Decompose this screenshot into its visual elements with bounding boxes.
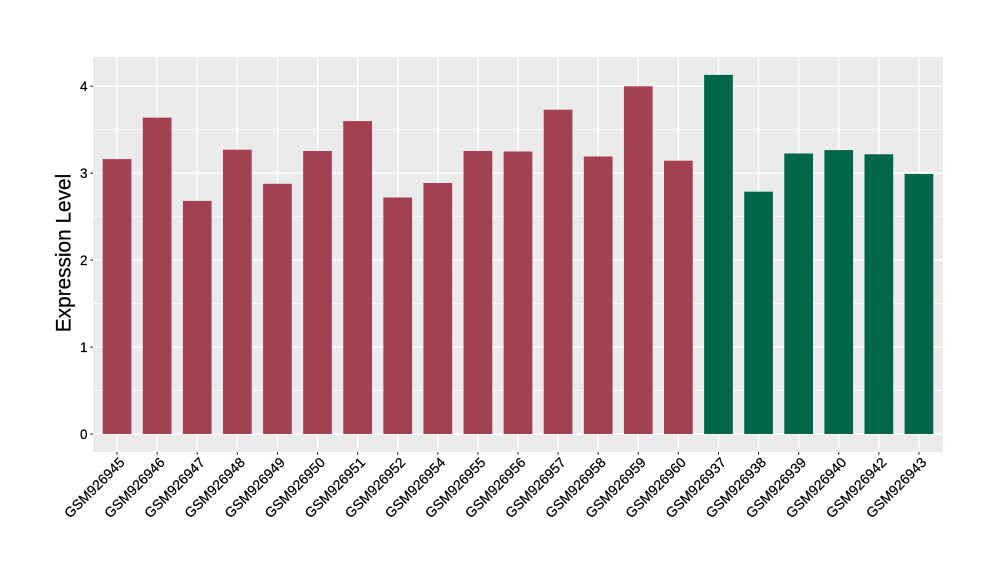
svg-text:Expression Level: Expression Level [52,174,75,332]
svg-text:2: 2 [80,253,88,268]
svg-text:4: 4 [80,79,88,94]
svg-text:1: 1 [80,340,88,355]
svg-text:0: 0 [80,427,88,442]
svg-text:3: 3 [80,166,88,181]
